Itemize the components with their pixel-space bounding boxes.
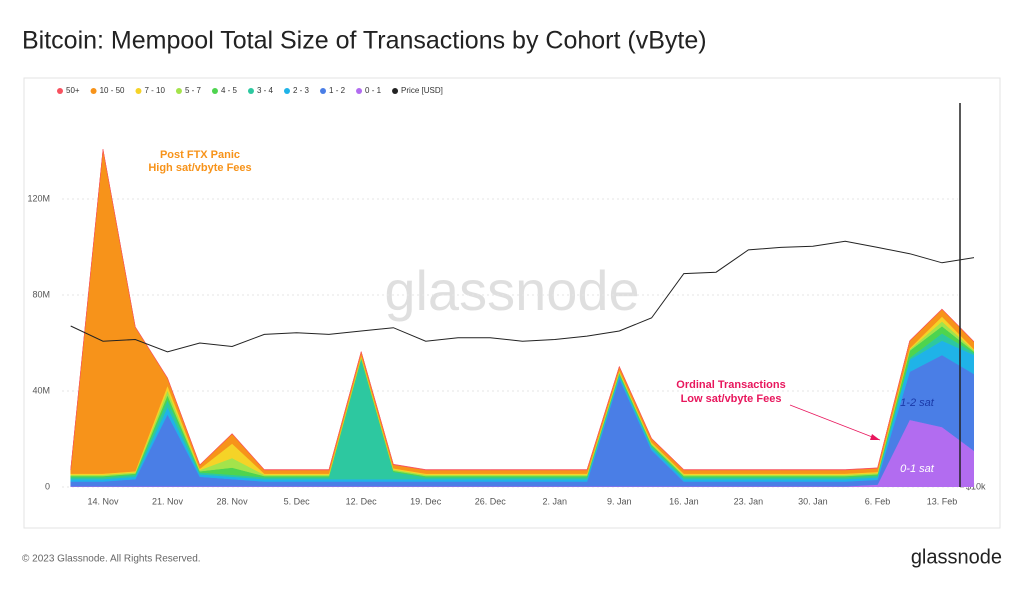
- legend-item: 10 - 50: [90, 86, 125, 95]
- x-tick-label: 26. Dec: [475, 496, 507, 506]
- x-tick-label: 19. Dec: [410, 496, 442, 506]
- legend-item: 0 - 1: [356, 86, 382, 95]
- y-tick-label: 120M: [27, 193, 50, 203]
- legend-item: 4 - 5: [211, 86, 238, 95]
- legend-item: 50+: [57, 86, 80, 95]
- area-series: [70, 149, 974, 471]
- legend-item: 1 - 2: [320, 86, 346, 95]
- brand-logo: glassnode: [911, 546, 1002, 568]
- legend-label: 4 - 5: [221, 86, 238, 95]
- annotation: Ordinal Transactions: [676, 379, 785, 391]
- legend-dot: [356, 88, 363, 94]
- legend-dot: [284, 88, 290, 94]
- x-tick-label: 13. Feb: [927, 496, 958, 506]
- legend-dot: [247, 88, 254, 94]
- legend-label: 50+: [66, 86, 80, 95]
- chart-title: Bitcoin: Mempool Total Size of Transacti…: [22, 27, 707, 55]
- annotation: 0-1 sat: [900, 463, 935, 475]
- x-tick-label: 28. Nov: [217, 496, 249, 506]
- legend-dot: [57, 88, 63, 94]
- x-tick-label: 23. Jan: [734, 496, 764, 506]
- legend-label: 1 - 2: [329, 86, 346, 95]
- x-tick-label: 5. Dec: [284, 496, 311, 506]
- y-tick-label: 80M: [32, 289, 50, 299]
- legend-item: 2 - 3: [284, 86, 310, 95]
- annotation: Low sat/vbyte Fees: [681, 393, 782, 405]
- watermark: glassnode: [384, 259, 639, 322]
- x-tick-label: 9. Jan: [607, 496, 632, 506]
- x-tick-label: 12. Dec: [346, 496, 378, 506]
- legend-label: 3 - 4: [257, 86, 274, 95]
- price-line: [70, 240, 974, 353]
- annotation: Post FTX Panic: [160, 149, 240, 161]
- legend-item: Price [USD]: [392, 86, 443, 95]
- legend-item: 7 - 10: [135, 86, 165, 95]
- y-tick-label: 40M: [32, 385, 50, 395]
- legend-dot: [320, 88, 327, 94]
- copyright: © 2023 Glassnode. All Rights Reserved.: [22, 554, 201, 565]
- legend-dot: [175, 88, 182, 94]
- legend-label: Price [USD]: [401, 86, 443, 95]
- x-tick-label: 6. Feb: [865, 496, 891, 506]
- arrow-head: [870, 434, 880, 440]
- x-tick-label: 2. Jan: [543, 496, 568, 506]
- annotation: 1-2 sat: [900, 397, 935, 409]
- legend-label: 10 - 50: [100, 86, 125, 95]
- annotation-arrow: [789, 404, 881, 441]
- legend-label: 5 - 7: [185, 86, 202, 95]
- x-tick-label: 21. Nov: [152, 496, 184, 506]
- legend-dot: [392, 88, 399, 94]
- legend-dot: [90, 88, 97, 94]
- legend-dot: [135, 88, 142, 94]
- y-tick-label: 0: [45, 481, 50, 491]
- annotation: High sat/vbyte Fees: [148, 162, 251, 174]
- x-tick-label: 30. Jan: [798, 496, 828, 506]
- legend-label: 7 - 10: [144, 86, 165, 95]
- areas: [70, 149, 974, 487]
- y2-tick-label: $10k: [966, 481, 986, 491]
- legend-label: 0 - 1: [365, 86, 382, 95]
- x-tick-label: 14. Nov: [87, 496, 119, 506]
- legend-item: 5 - 7: [175, 86, 202, 95]
- legend-dot: [211, 88, 218, 94]
- legend-item: 3 - 4: [247, 86, 274, 95]
- x-tick-label: 16. Jan: [669, 496, 699, 506]
- legend-label: 2 - 3: [293, 86, 310, 95]
